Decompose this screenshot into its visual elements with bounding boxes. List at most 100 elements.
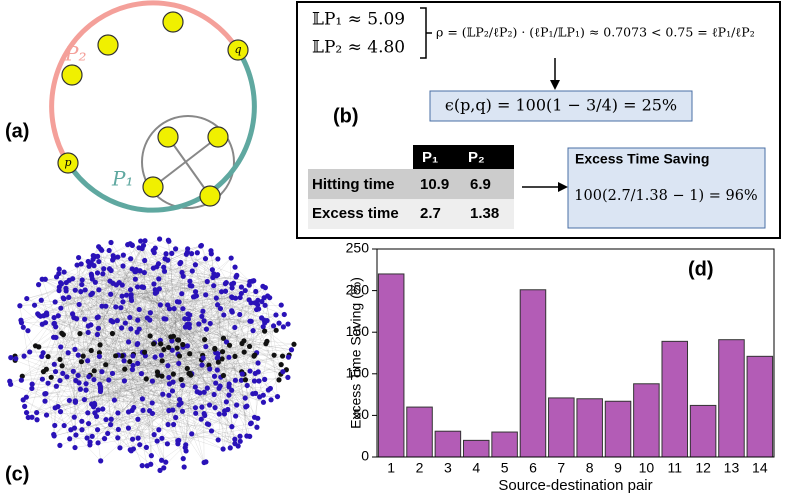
net-edge — [173, 321, 252, 375]
net-edge — [94, 276, 184, 371]
plot-frame — [376, 248, 775, 458]
net-node — [187, 283, 193, 289]
net-edge — [138, 247, 214, 286]
net-edge — [249, 321, 255, 357]
net-edge — [81, 263, 246, 399]
net-node — [149, 400, 155, 406]
net-edge — [230, 356, 236, 448]
net-edge — [59, 359, 153, 404]
table: P₁ P₂ Hitting time 10.9 6.9 Excess time … — [312, 149, 499, 222]
net-node — [186, 370, 192, 377]
net-node — [103, 303, 109, 309]
net-node — [218, 289, 225, 295]
net-edge — [41, 300, 250, 322]
net-edge — [60, 316, 202, 348]
y-axis-label: Excess Time Saving (%) — [348, 277, 364, 429]
net-node — [137, 442, 143, 448]
net-node — [108, 416, 114, 422]
net-node — [88, 347, 94, 354]
net-node — [66, 294, 72, 301]
net-edge — [134, 271, 254, 282]
net-edge — [78, 375, 208, 389]
net-node — [154, 289, 160, 295]
net-edge — [97, 334, 125, 382]
net-edge — [145, 291, 222, 357]
net-node — [122, 320, 128, 326]
net-edge — [93, 379, 232, 427]
net-edge — [139, 309, 223, 352]
x-tick-label: 7 — [557, 460, 565, 476]
net-node — [143, 444, 149, 450]
net-edge — [133, 404, 180, 450]
net-edge — [59, 268, 256, 394]
net-node — [261, 317, 267, 323]
net-node — [169, 347, 175, 353]
net-edge — [164, 258, 218, 272]
net-node — [103, 362, 109, 368]
net-edge — [70, 397, 246, 430]
net-node — [91, 263, 97, 269]
net-edge — [88, 266, 167, 463]
net-node — [163, 459, 169, 465]
net-node — [165, 237, 171, 243]
net-node — [78, 359, 85, 365]
net-edge — [47, 356, 190, 374]
net-node — [119, 325, 125, 331]
net-node — [166, 407, 172, 414]
net-edge — [181, 275, 217, 294]
net-edge — [76, 264, 192, 435]
net-edge — [75, 293, 182, 381]
net-edge — [46, 280, 111, 314]
net-edge — [24, 246, 99, 407]
net-edge — [110, 294, 216, 353]
net-edge — [54, 364, 196, 408]
x-tick-label: 6 — [529, 460, 537, 476]
net-edge — [98, 244, 128, 262]
net-node — [106, 377, 112, 383]
net-edge — [136, 269, 230, 385]
net-edge — [132, 355, 196, 414]
net-node — [285, 321, 291, 327]
table-cell: 2.7 — [420, 205, 441, 222]
net-edge — [131, 284, 250, 411]
net-node — [220, 372, 226, 379]
net-node — [48, 374, 54, 380]
net-node — [56, 284, 62, 290]
net-node — [221, 312, 227, 318]
net-edge — [137, 319, 252, 322]
net-node — [101, 436, 108, 442]
net-edge — [22, 308, 170, 377]
net-edge — [75, 306, 107, 402]
net-edge — [26, 258, 166, 299]
x-tick-label: 13 — [724, 460, 740, 476]
net-edge — [182, 346, 203, 366]
net-node — [85, 410, 91, 416]
net-node — [281, 311, 287, 318]
net-edge — [41, 300, 89, 413]
net-edge — [178, 344, 294, 355]
net-edge — [100, 248, 111, 425]
net-edge — [131, 268, 152, 456]
net-node — [271, 352, 277, 358]
net-edge — [54, 286, 242, 426]
net-node — [161, 268, 168, 274]
net-edge — [54, 285, 214, 437]
saving-title: Excess Time Saving — [575, 151, 709, 167]
net-node — [42, 398, 48, 404]
net-edge — [168, 240, 183, 412]
net-node — [73, 377, 79, 384]
net-edge — [93, 255, 271, 389]
net-edge — [94, 256, 250, 282]
net-node — [232, 436, 238, 442]
net-edge — [57, 369, 287, 407]
net-edge — [121, 355, 246, 408]
net-node — [267, 295, 273, 301]
formula: ρ = (𝕃P₂/ℓP₂) · (ℓP₁/𝕃P₁) ≈ 0.7073 < 0.7… — [436, 25, 755, 40]
net-edge — [122, 301, 176, 418]
net-node — [264, 338, 270, 344]
net-edge — [79, 333, 134, 357]
net-edge — [177, 301, 208, 389]
net-node — [216, 411, 222, 417]
net-node — [203, 343, 209, 350]
net-node — [25, 414, 31, 421]
